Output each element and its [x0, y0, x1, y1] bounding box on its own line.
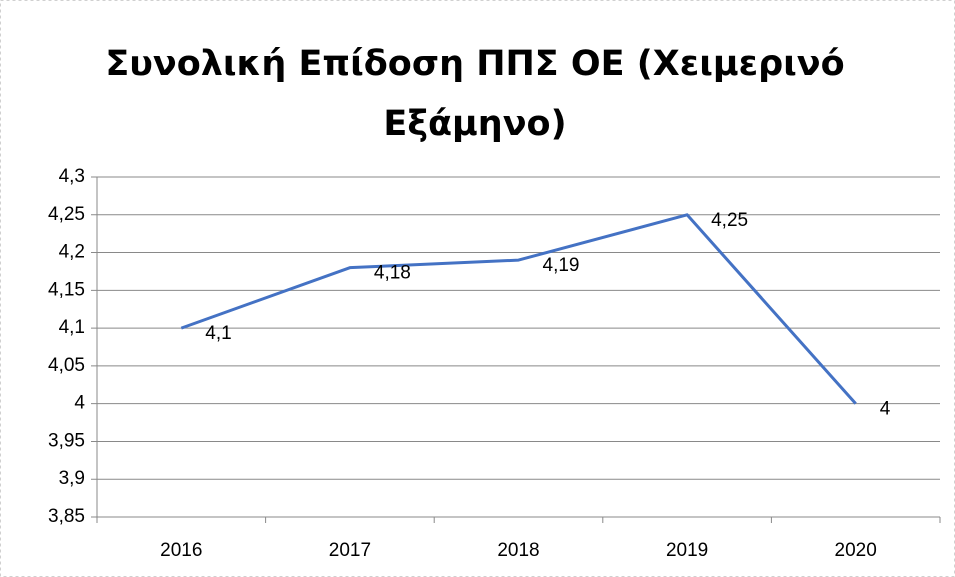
y-tick-label: 4: [74, 393, 85, 414]
chart-title: Συνολική Επίδοση ΠΠΣ ΟΕ (Χειμερινό Εξάμη…: [105, 44, 845, 144]
x-tick-label: 2018: [497, 540, 539, 561]
y-tick-label: 4,1: [59, 317, 85, 338]
x-tick-label: 2016: [160, 540, 202, 561]
data-label: 4,19: [543, 255, 580, 276]
y-tick-label: 4,3: [59, 166, 85, 187]
y-tick-label: 4,2: [59, 242, 85, 263]
x-tick-label: 2019: [666, 540, 708, 561]
x-tick-label: 2017: [329, 540, 371, 561]
y-tick-label: 4,25: [48, 204, 85, 225]
data-line: [180, 213, 857, 405]
y-tick-label: 4,15: [48, 279, 85, 300]
data-label: 4: [880, 399, 891, 420]
y-tick-label: 3,9: [59, 468, 85, 489]
data-label: 4,18: [374, 263, 411, 284]
y-tick-label: 4,05: [48, 355, 85, 376]
x-tick-label: 2020: [835, 540, 877, 561]
y-tick-label: 3,85: [48, 506, 85, 527]
data-label: 4,25: [711, 210, 748, 231]
y-tick-label: 3,95: [48, 430, 85, 451]
data-label: 4,1: [205, 323, 231, 344]
